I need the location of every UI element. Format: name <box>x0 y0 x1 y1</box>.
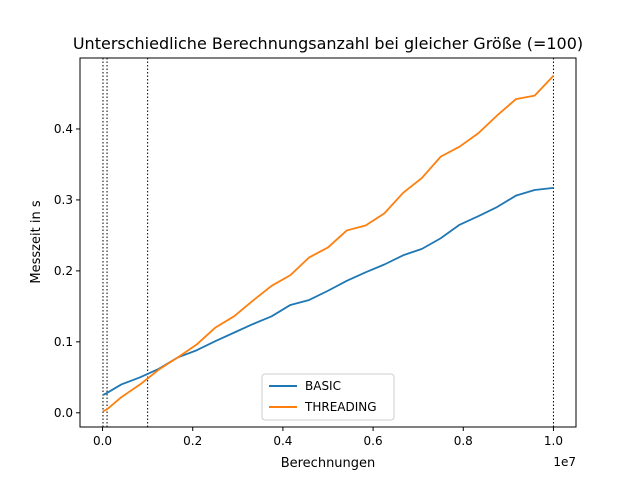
x-tick-label: 0.6 <box>364 434 383 448</box>
y-tick-label: 0.0 <box>54 406 73 420</box>
legend-label-threading: THREADING <box>304 400 377 414</box>
x-tick-label: 0.8 <box>454 434 473 448</box>
y-tick-label: 0.1 <box>54 335 73 349</box>
plot-area-frame <box>79 57 577 428</box>
legend-label-basic: BASIC <box>305 379 341 393</box>
y-tick-label: 0.4 <box>54 122 73 136</box>
y-tick-label: 0.3 <box>54 193 73 207</box>
x-tick-label: 0.4 <box>273 434 292 448</box>
x-tick-label: 0.2 <box>183 434 202 448</box>
vertical-lines <box>102 58 554 427</box>
series-lines <box>102 75 555 413</box>
x-axis-label: Berechnungen <box>281 456 376 471</box>
x-tick-label: 0.0 <box>93 434 112 448</box>
y-axis-label: Messzeit in s <box>29 200 44 283</box>
series-line-basic <box>102 186 554 396</box>
x-axis-offset-label: 1e7 <box>553 455 576 469</box>
legend: BASIC THREADING <box>261 373 395 421</box>
series-line-threading <box>102 75 555 413</box>
y-tick-label: 0.2 <box>54 264 73 278</box>
chart-title: Unterschiedliche Berechnungsanzahl bei g… <box>73 34 583 53</box>
y-axis-ticks: 0.0 0.1 0.2 0.3 0.4 <box>54 122 80 420</box>
x-tick-label: 1.0 <box>544 434 563 448</box>
x-axis-ticks: 0.0 0.2 0.4 0.6 0.8 1.0 <box>93 427 563 448</box>
